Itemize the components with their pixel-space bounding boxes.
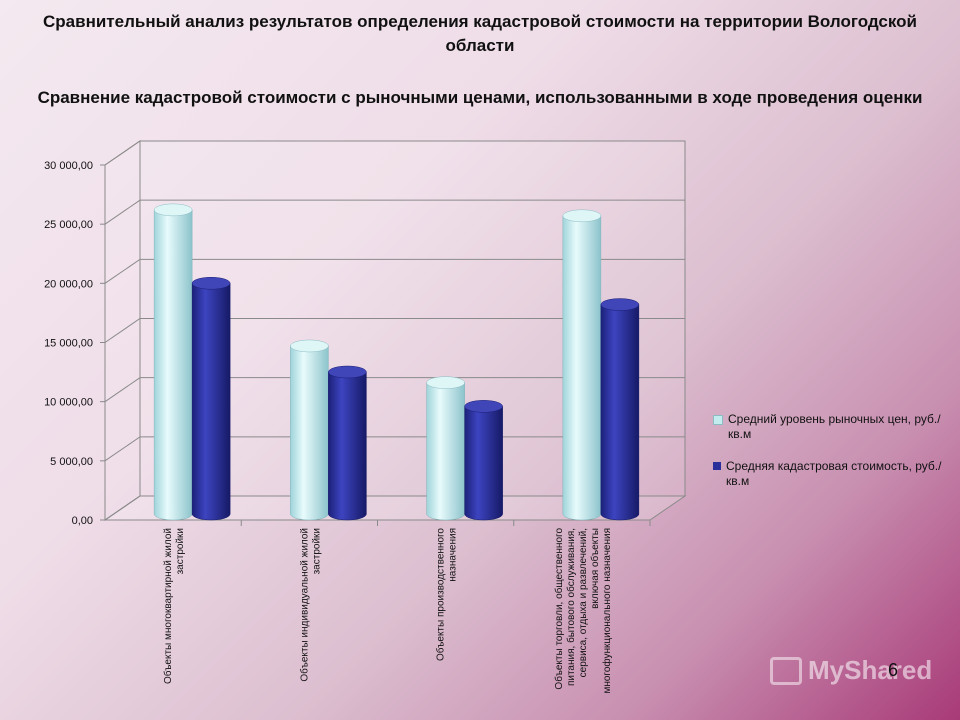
x-tick-label-line: Объекты индивидуальной жилой — [298, 528, 310, 682]
legend-item-cadastral: Средняя кадастровая стоимость, руб./кв.м — [713, 459, 948, 489]
x-tick-label-line: Объекты производственного — [435, 528, 447, 661]
x-tick-label-line: питания, бытового обслуживания, — [565, 528, 577, 686]
bar-body — [464, 406, 503, 521]
bar-body — [191, 283, 231, 521]
legend-label-market: Средний уровень рыночных цен, руб./кв.м — [728, 412, 941, 441]
x-tick-label-line: Объекты многоквартирной жилой — [162, 528, 174, 684]
bar-top — [600, 298, 640, 311]
bar-market-price-2 — [290, 339, 329, 521]
y-tick-label: 30 000,00 — [44, 160, 93, 172]
legend-item-market: Средний уровень рыночных цен, руб./кв.м — [713, 412, 948, 442]
x-tick-label-line: сервиса, отдыха и развлечений, — [578, 528, 589, 677]
x-tick-label-line: включая объекты — [589, 528, 601, 609]
bar-top — [153, 203, 193, 217]
x-tick-label-2: Объекты индивидуальной жилой застройки — [298, 528, 322, 682]
x-tick-label-line: застройки — [311, 528, 322, 574]
bar-top — [464, 400, 503, 413]
y-tick-label: 0,00 — [72, 515, 93, 527]
bar-market-price-3 — [426, 376, 465, 521]
gridline — [104, 436, 685, 462]
legend-swatch-market — [713, 415, 723, 425]
y-tick-label: 10 000,00 — [44, 397, 93, 409]
chart-legend: Средний уровень рыночных цен, руб./кв.м … — [713, 412, 948, 506]
gridline — [104, 199, 685, 225]
chart-subtitle: Сравнение кадастровой стоимости с рыночн… — [37, 88, 923, 107]
bar-cadastral-value-1 — [191, 277, 231, 521]
x-tick-label-line: застройки — [175, 528, 186, 574]
gridline — [104, 258, 685, 284]
gridline — [104, 318, 685, 343]
bar-cadastral-value-4 — [600, 298, 640, 521]
bar-body — [328, 371, 367, 521]
bar-market-price-4 — [562, 209, 602, 521]
bar-market-price-1 — [153, 203, 193, 521]
legend-label-cadastral: Средняя кадастровая стоимость, руб./кв.м — [726, 459, 942, 488]
bar-body — [426, 382, 465, 521]
bar-body — [562, 215, 602, 521]
gridline — [104, 495, 685, 521]
logo-icon — [770, 656, 802, 685]
x-tick-label-1: Объекты многоквартирной жилой застройки — [162, 528, 186, 684]
bar-body — [600, 304, 640, 521]
bar-cadastral-value-3 — [464, 400, 503, 521]
y-tick-label: 5 000,00 — [50, 456, 93, 468]
watermark-logo: MyShared — [770, 655, 932, 686]
y-tick-label: 25 000,00 — [44, 219, 93, 231]
page-title: Сравнительный анализ результатов определ… — [43, 12, 917, 55]
x-tick-label-3: Объекты производственного назначения — [435, 528, 459, 661]
y-tick-label: 15 000,00 — [44, 338, 93, 350]
bar-top — [328, 365, 367, 379]
bar-body — [290, 345, 329, 521]
bar-top — [290, 339, 329, 353]
bar-top — [426, 376, 465, 389]
page-number: 6 — [888, 660, 899, 680]
gridline — [104, 377, 685, 403]
x-tick-label-line: назначения — [448, 528, 459, 582]
watermark-text: MyShared — [808, 655, 933, 685]
legend-swatch-cadastral — [713, 462, 721, 470]
gridline — [104, 140, 685, 166]
x-tick-label-4: Объекты торговли, общественного питания, … — [553, 528, 613, 694]
x-tick-label-line: Объекты торговли, общественного — [553, 528, 565, 690]
bar-top — [562, 209, 602, 223]
x-tick-label-line: многофункционального назначения — [601, 528, 613, 694]
bar-body — [153, 209, 193, 521]
bar-top — [191, 277, 231, 290]
y-tick-label: 20 000,00 — [44, 278, 93, 290]
bar-cadastral-value-2 — [328, 365, 367, 521]
